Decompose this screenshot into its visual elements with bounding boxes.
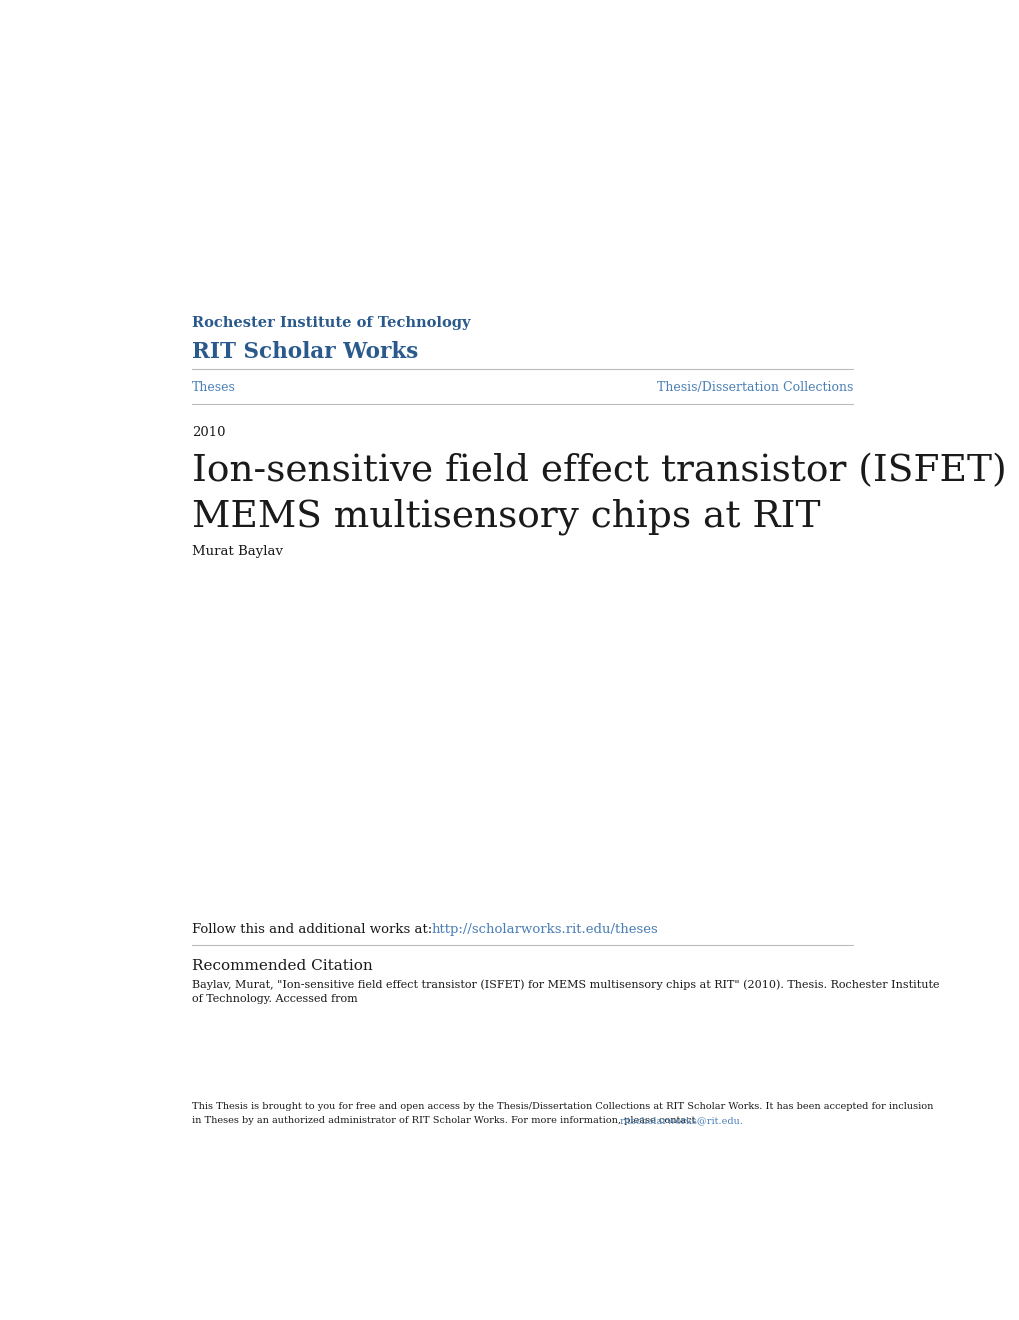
Text: Thesis/Dissertation Collections: Thesis/Dissertation Collections bbox=[656, 381, 852, 393]
Text: Follow this and additional works at:: Follow this and additional works at: bbox=[193, 923, 436, 936]
Text: Murat Baylav: Murat Baylav bbox=[193, 545, 283, 557]
Text: of Technology. Accessed from: of Technology. Accessed from bbox=[193, 994, 358, 1005]
Text: in Theses by an authorized administrator of RIT Scholar Works. For more informat: in Theses by an authorized administrator… bbox=[193, 1115, 698, 1125]
Text: Baylav, Murat, "Ion-sensitive field effect transistor (ISFET) for MEMS multisens: Baylav, Murat, "Ion-sensitive field effe… bbox=[193, 979, 938, 990]
Text: http://scholarworks.rit.edu/theses: http://scholarworks.rit.edu/theses bbox=[431, 923, 657, 936]
Text: ritscholarworks@rit.edu.: ritscholarworks@rit.edu. bbox=[619, 1115, 743, 1125]
Text: Ion-sensitive field effect transistor (ISFET) for: Ion-sensitive field effect transistor (I… bbox=[193, 453, 1019, 490]
Text: This Thesis is brought to you for free and open access by the Thesis/Dissertatio: This Thesis is brought to you for free a… bbox=[193, 1102, 932, 1110]
Text: Theses: Theses bbox=[193, 381, 236, 393]
Text: Rochester Institute of Technology: Rochester Institute of Technology bbox=[193, 315, 471, 330]
Text: Recommended Citation: Recommended Citation bbox=[193, 960, 373, 973]
Text: RIT Scholar Works: RIT Scholar Works bbox=[193, 342, 418, 363]
Text: 2010: 2010 bbox=[193, 426, 225, 438]
Text: MEMS multisensory chips at RIT: MEMS multisensory chips at RIT bbox=[193, 499, 820, 536]
